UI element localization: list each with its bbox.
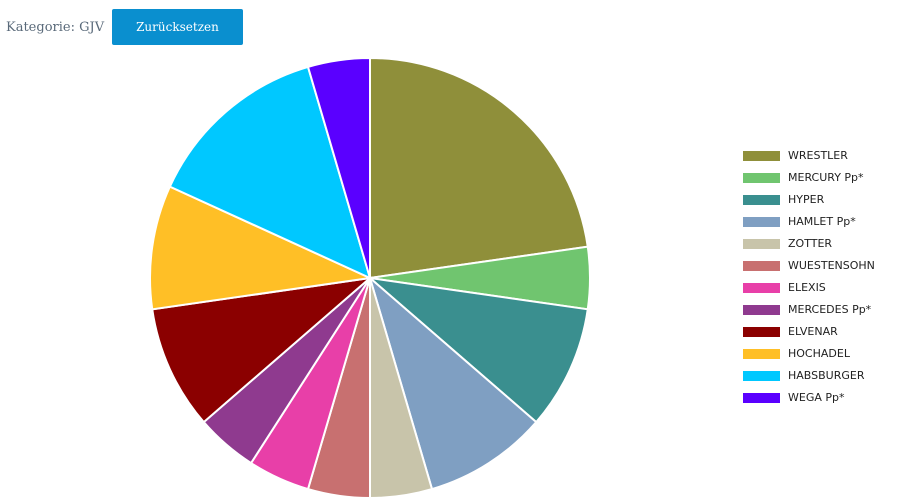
- legend-label: WRESTLER: [788, 149, 848, 162]
- legend-swatch: [743, 305, 780, 315]
- pie-slice: [168, 65, 372, 280]
- legend-label: HABSBURGER: [788, 369, 865, 382]
- pie-slice: [151, 276, 374, 424]
- legend-label: ELEXIS: [788, 281, 826, 294]
- legend-label: ELVENAR: [788, 325, 838, 338]
- pie-slice: [366, 276, 589, 424]
- legend-label: HAMLET Pp*: [788, 215, 856, 228]
- legend-swatch: [743, 173, 780, 183]
- legend-swatch: [743, 283, 780, 293]
- legend-label: ZOTTER: [788, 237, 832, 250]
- pie-slice: [306, 56, 371, 279]
- legend-swatch: [743, 195, 780, 205]
- legend-swatch: [743, 217, 780, 227]
- legend-swatch: [743, 261, 780, 271]
- legend-swatch: [743, 239, 780, 249]
- header: Kategorie: GJV Zurücksetzen: [6, 9, 243, 45]
- legend-swatch: [743, 151, 780, 161]
- category-label: Kategorie: GJV: [6, 19, 105, 35]
- legend-label: HOCHADEL: [788, 347, 851, 360]
- legend-label: WUESTENSOHN: [788, 259, 875, 272]
- legend-swatch: [743, 393, 780, 403]
- legend-swatch: [743, 371, 780, 381]
- legend-label: MERCURY Pp*: [788, 171, 864, 184]
- legend-label: HYPER: [788, 193, 825, 206]
- pie-slice: [369, 56, 589, 280]
- legend-swatch: [743, 349, 780, 359]
- legend-label: WEGA Pp*: [788, 391, 845, 404]
- legend-swatch: [743, 327, 780, 337]
- legend-label: MERCEDES Pp*: [788, 303, 872, 316]
- reset-button[interactable]: Zurücksetzen: [112, 9, 243, 45]
- pie-slice: [149, 185, 374, 311]
- pie-slice: [368, 275, 538, 491]
